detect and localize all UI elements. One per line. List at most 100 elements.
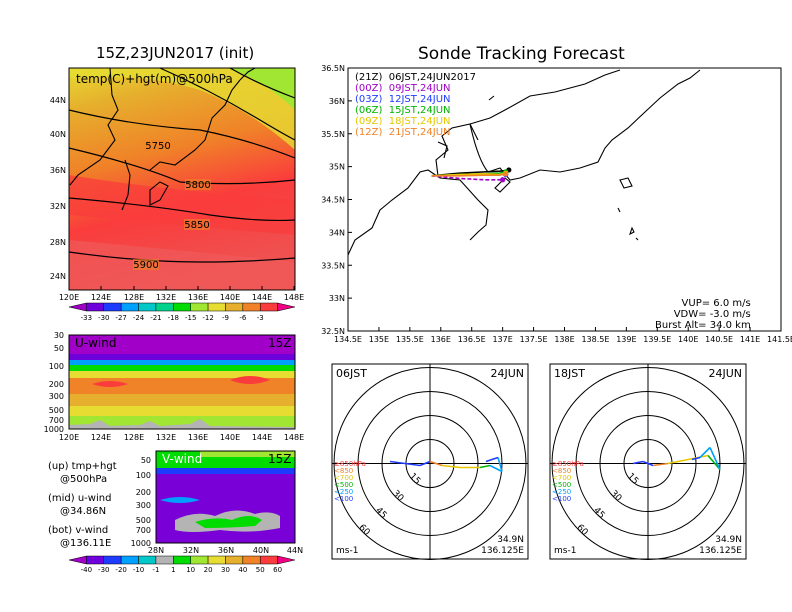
vwind-green-patch — [195, 516, 262, 528]
hodograph-lon: 136.125E — [699, 546, 742, 556]
uwind-pressure-label: 30 — [54, 331, 64, 340]
hodograph-pressure-legend: <100 — [552, 495, 571, 503]
uwind-pressure-label: 300 — [49, 392, 64, 401]
track-x-label: 135.5E — [396, 335, 424, 344]
map-lon-label: 136E — [188, 293, 208, 302]
map-lon-label: 144E — [252, 293, 272, 302]
contour-label-bg — [133, 259, 159, 270]
hodograph-pressure-legend: ≥850hPa — [552, 460, 584, 468]
vwind-colorbar-label: 20 — [204, 566, 213, 574]
uwind-lon-label: 140E — [220, 433, 240, 442]
hodograph-ring — [575, 391, 721, 536]
map-colorbar-label: -3 — [257, 314, 264, 322]
vdw-annotation: VDW= -3.0 m/s — [673, 309, 751, 320]
map-colorbar-label: -30 — [98, 314, 109, 322]
vwind-pressure-label: 50 — [141, 456, 151, 465]
burst-annotation: Burst Alt= 34.0 km — [655, 320, 751, 331]
uwind-lon-label: 148E — [284, 433, 304, 442]
map-yellow-region — [69, 68, 295, 150]
vwind-colorbar-label: -20 — [115, 566, 126, 574]
hodograph-pressure-legend: <700 — [552, 474, 571, 482]
vwind-colorbar-swatch — [277, 555, 296, 565]
track-x-label: 141.5E — [767, 335, 792, 344]
vwind-pressure-label: 500 — [136, 516, 151, 525]
hodograph-trace — [707, 454, 721, 471]
vwind-upper-blue — [156, 468, 295, 474]
map-colorbar-swatch — [277, 302, 296, 312]
map-lat-label: 44N — [50, 96, 66, 105]
track-y-label: 35.5N — [321, 130, 345, 139]
map-green-region — [230, 68, 295, 110]
uwind-green-band — [69, 365, 295, 371]
hodograph-trace — [642, 460, 654, 467]
hodograph-trace — [419, 460, 431, 467]
hodograph-pressure-legend: <500 — [552, 481, 571, 489]
vwind-lat-label: 40N — [253, 546, 269, 555]
vwind-lat-label: 28N — [148, 546, 164, 555]
hodograph-trace — [652, 462, 669, 467]
track-y-label: 33.5N — [321, 261, 345, 270]
uwind-cyan-band — [69, 360, 295, 365]
track-x-label: 141E — [740, 335, 760, 344]
legend-note: (mid) u-wind @34.86N — [48, 493, 112, 517]
vwind-colorbar-label: -40 — [81, 566, 92, 574]
contour-label-bg — [145, 140, 171, 151]
track-annotations: VUP= 6.0 m/s VDW= -3.0 m/s Burst Alt= 34… — [655, 298, 751, 331]
vup-annotation: VUP= 6.0 m/s — [681, 298, 751, 309]
map-colorbar-label: -21 — [150, 314, 161, 322]
track-x-label: 136E — [431, 335, 451, 344]
hodograph-trace — [632, 460, 644, 465]
hodograph-trace — [389, 460, 421, 467]
track-legend-item: (09Z) 18JST,24JUN — [355, 116, 451, 127]
hodograph-date-label: 24JUN — [708, 367, 742, 380]
hodograph-unit: ms-1 — [336, 546, 358, 556]
track-legend-item: (12Z) 21JST,24JUN — [355, 127, 451, 138]
track-x-label: 134.5E — [334, 335, 362, 344]
track-x-label: 135E — [369, 335, 389, 344]
uwind-pressure-label: 500 — [49, 406, 64, 415]
map-colorbar-label: -6 — [239, 314, 247, 322]
uwind-yellow-band — [69, 371, 295, 378]
vwind-colorbar-label: -30 — [98, 566, 109, 574]
track-x-label: 137.5E — [520, 335, 548, 344]
track-y-label: 36.5N — [321, 64, 345, 73]
track-x-label: 138.5E — [581, 335, 609, 344]
vwind-frame — [155, 450, 296, 544]
vwind-lat-label: 36N — [218, 546, 234, 555]
left-title: 15Z,23JUN2017 (init) — [96, 44, 255, 62]
uwind-lon-label: 144E — [252, 433, 272, 442]
uwind-top-purple — [69, 335, 295, 355]
hodograph-trace — [441, 464, 461, 469]
contour-label-bg — [184, 219, 210, 230]
track-end-point — [503, 171, 509, 177]
hodograph-ring — [333, 367, 527, 560]
track-x-label: 140E — [678, 335, 698, 344]
track-end-point — [500, 177, 506, 183]
hodograph-pressure-legend: <250 — [334, 488, 353, 496]
map-colorbar-label: -12 — [202, 314, 213, 322]
map-red-band — [69, 175, 295, 235]
hodograph-ring — [599, 415, 697, 512]
uwind-lon-label: 136E — [188, 433, 208, 442]
uwind-pressure-label: 200 — [49, 380, 64, 389]
map-colorbar-label: -9 — [222, 314, 229, 322]
vwind-pressure-label: 1000 — [131, 539, 151, 548]
map-lat-label: 40N — [50, 130, 66, 139]
vwind-pressure-label: 200 — [136, 488, 151, 497]
hodograph-date-label: 24JUN — [490, 367, 524, 380]
hodograph-ring — [551, 367, 745, 560]
map-lat-label: 28N — [50, 238, 66, 247]
vwind-colorbar-label: -10 — [133, 566, 144, 574]
hodograph-trace — [709, 447, 721, 470]
hodograph-pressure-legend: <850 — [552, 467, 571, 475]
hodograph-pressure-legend: <500 — [334, 481, 353, 489]
track-x-label: 140.5E — [705, 335, 733, 344]
map-lon-label: 128E — [124, 293, 144, 302]
uwind-lon-label: 128E — [124, 433, 144, 442]
map-panel-label: temp(C)+hgt(m)@500hPa — [76, 72, 233, 86]
map-colorbar-label: -18 — [168, 314, 179, 322]
vwind-colorbar-label: 10 — [186, 566, 195, 574]
